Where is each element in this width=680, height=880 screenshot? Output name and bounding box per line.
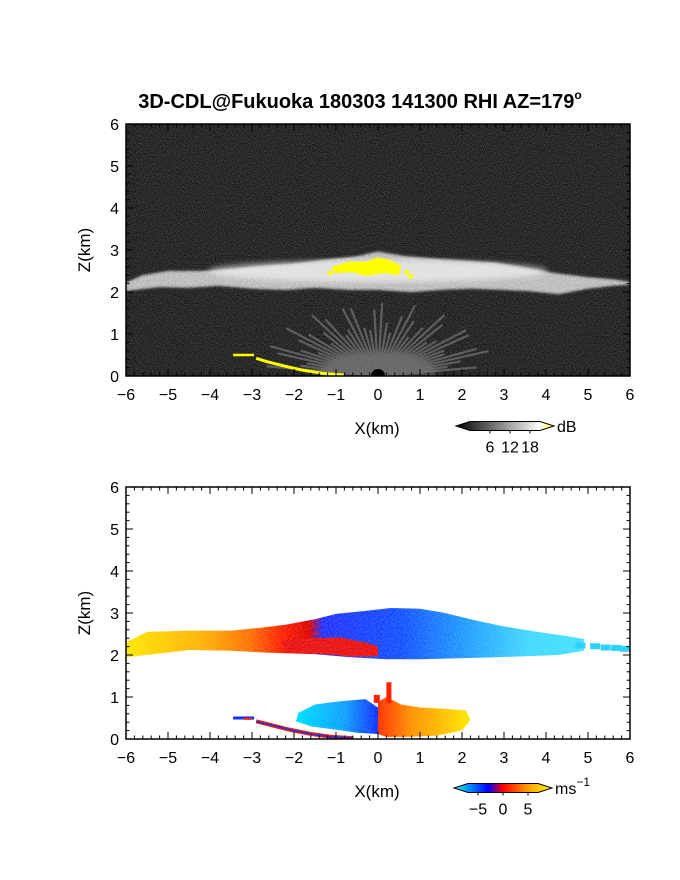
- x-tick-label: 4: [542, 387, 551, 404]
- y-tick-label: 2: [110, 648, 119, 665]
- saturated-pixel: [327, 271, 333, 275]
- x-tick-label: 5: [584, 750, 593, 767]
- y-tick-label: 6: [110, 480, 119, 497]
- y-tick-label: 1: [110, 690, 119, 707]
- upper-layer-texture: [126, 607, 584, 660]
- y-axis-label: Z(km): [75, 591, 94, 635]
- x-axis-label: X(km): [354, 419, 399, 438]
- colorbar-scale: [452, 783, 554, 793]
- velocity-fragment: [619, 645, 630, 652]
- x-tick-label: −6: [117, 387, 135, 404]
- ground-return-segment: [256, 720, 353, 739]
- ground-return-segment: [255, 356, 345, 376]
- velocity-fragment: [600, 644, 611, 651]
- ground-return: [233, 716, 353, 739]
- saturated-core: [331, 257, 402, 277]
- colorbar-unit: ms−1: [555, 775, 590, 798]
- x-tick-label: −2: [285, 387, 303, 404]
- colorbar-tick-label: 5: [524, 802, 533, 819]
- velocity-field: [126, 607, 630, 739]
- scatter-glow: [318, 350, 438, 376]
- colorbar-tick-label: 18: [521, 440, 539, 457]
- x-tick-label: −5: [159, 387, 177, 404]
- chart-title: 3D-CDL@Fukuoka 180303 141300 RHI AZ=179o: [138, 88, 582, 113]
- x-tick-label: −3: [243, 750, 261, 767]
- velocity-plume: [386, 682, 392, 704]
- saturated-pixel: [404, 270, 410, 275]
- x-tick-label: −6: [117, 750, 135, 767]
- x-tick-label: −3: [243, 387, 261, 404]
- ground-return: [233, 353, 345, 376]
- x-tick-label: 6: [626, 750, 635, 767]
- backscatter-axes: −6 −5 −4 −3 −2 −1 0 1 2 3 4 5 6 0 1 2 3 4 5 6: [110, 117, 634, 404]
- y-tick-label: 4: [110, 564, 119, 581]
- velocity-fragment: [611, 644, 622, 651]
- y-tick-label: 0: [110, 732, 119, 749]
- saturated-pixel: [386, 267, 392, 272]
- y-tick-label: 5: [110, 522, 119, 539]
- x-tick-label: −4: [201, 387, 219, 404]
- velocity-panel: −6 −5 −4 −3 −2 −1 0 1 2 3 4 5 6 0 1 2 3 4 5 6 X(km) Z(km) −…: [75, 480, 635, 819]
- x-tick-label: −2: [285, 750, 303, 767]
- lower-layer-texture: [296, 697, 471, 737]
- x-tick-label: 3: [500, 387, 509, 404]
- noise-floor: [126, 124, 630, 376]
- upper-velocity-layer: [126, 607, 584, 660]
- x-tick-label: −4: [201, 750, 219, 767]
- velocity-plume: [373, 694, 380, 703]
- velocity-axes: −6 −5 −4 −3 −2 −1 0 1 2 3 4 5 6 0 1 2 3 4 5 6: [110, 480, 634, 767]
- y-tick-label: 4: [110, 201, 119, 218]
- near-ground-scatter: [265, 302, 489, 376]
- colorbar-unit: dB: [557, 419, 577, 436]
- x-tick-label: 0: [374, 387, 383, 404]
- y-tick-label: 3: [110, 243, 119, 260]
- velocity-fragment: [575, 642, 586, 649]
- x-tick-label: 5: [584, 387, 593, 404]
- colorbar-unit-exponent: −1: [576, 775, 590, 789]
- colorbar-tick-label: 0: [499, 802, 508, 819]
- x-tick-label: −1: [327, 750, 345, 767]
- y-axis-label: Z(km): [75, 228, 94, 272]
- colorbar-tick-label: 12: [501, 440, 519, 457]
- x-tick-label: 2: [458, 387, 467, 404]
- saturated-pixel: [408, 274, 414, 279]
- x-tick-label: 2: [458, 750, 467, 767]
- colorbar-velocity: −5 0 5 ms−1: [452, 775, 590, 819]
- backscatter-field: [126, 251, 630, 376]
- colorbar-tick-label: 6: [486, 440, 495, 457]
- x-tick-label: 1: [416, 387, 425, 404]
- x-axis-label: X(km): [354, 782, 399, 801]
- x-tick-label: 3: [500, 750, 509, 767]
- y-tick-label: 3: [110, 606, 119, 623]
- colorbar-tick-label: −5: [469, 802, 487, 819]
- x-tick-label: 1: [416, 750, 425, 767]
- y-tick-label: 1: [110, 327, 119, 344]
- velocity-fragment: [590, 643, 601, 650]
- x-tick-label: 0: [374, 750, 383, 767]
- y-tick-label: 5: [110, 159, 119, 176]
- y-tick-label: 2: [110, 285, 119, 302]
- x-tick-label: −1: [327, 387, 345, 404]
- y-tick-label: 6: [110, 117, 119, 134]
- colorbar-db: 6 12 18 dB: [454, 419, 577, 457]
- x-tick-label: −5: [159, 750, 177, 767]
- x-tick-label: 4: [542, 750, 551, 767]
- y-tick-label: 0: [110, 369, 119, 386]
- colorbar-scale: [454, 421, 556, 431]
- x-tick-label: 6: [626, 387, 635, 404]
